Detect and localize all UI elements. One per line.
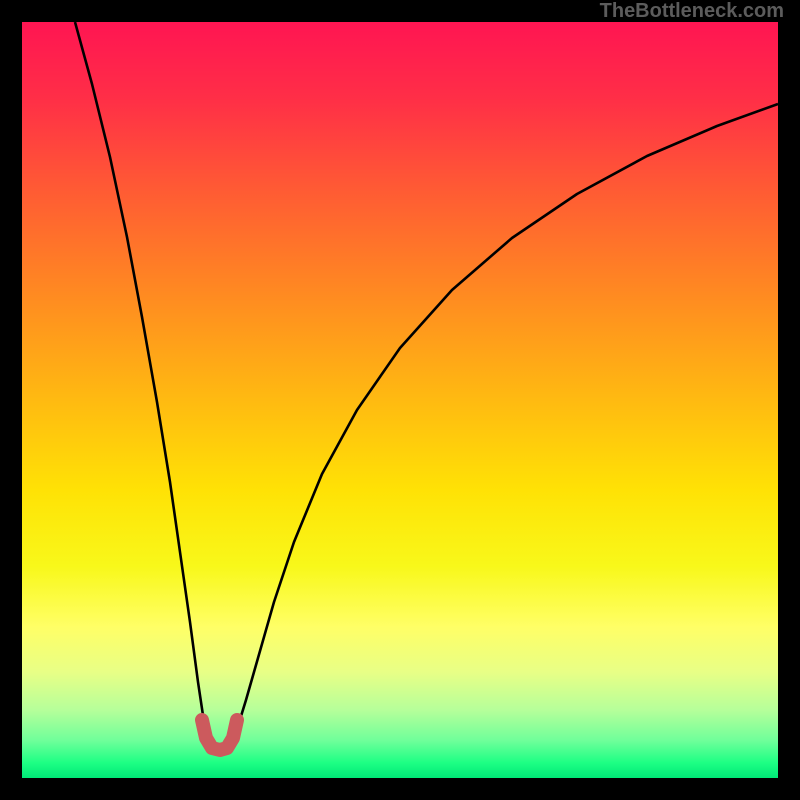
chart-frame: TheBottleneck.com <box>0 0 800 800</box>
trough-marker <box>202 720 237 750</box>
curve-layer <box>22 22 778 778</box>
plot-area <box>22 22 778 778</box>
watermark-text: TheBottleneck.com <box>600 0 784 23</box>
bottleneck-curve <box>75 22 778 747</box>
